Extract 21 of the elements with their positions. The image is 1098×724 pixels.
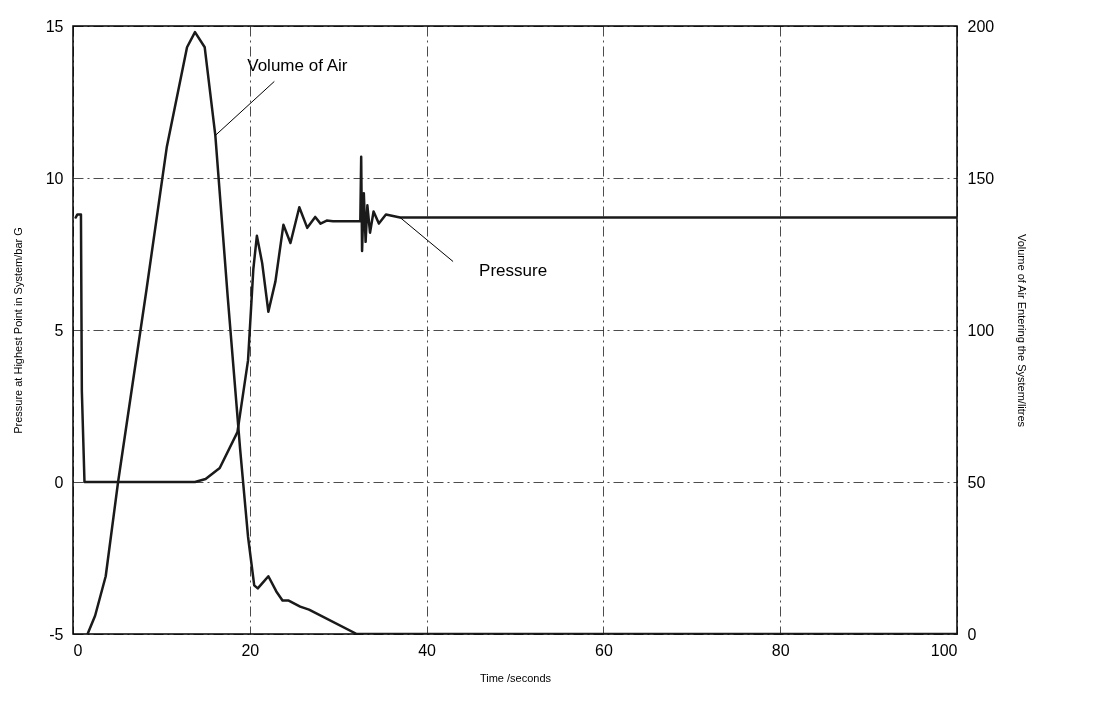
text: Volume of Air — [247, 56, 348, 76]
y-axis-title: Pressure at Highest Point in System/bar G — [11, 227, 24, 434]
y2-tick-label: 50 — [967, 473, 986, 491]
y-tick-label: 10 — [45, 169, 64, 187]
y2-axis-title: Volume of Air Entering the System/litres — [1016, 233, 1029, 428]
text: Pressure — [479, 260, 548, 280]
x-tick-label: 20 — [241, 641, 260, 659]
y2-tick-label: 0 — [967, 625, 977, 643]
y-tick-label: 0 — [54, 473, 64, 491]
x-tick-label: 40 — [418, 641, 437, 659]
y2-tick-label: 100 — [967, 321, 995, 339]
y-tick-label: 15 — [45, 17, 64, 35]
y2-tick-label: 150 — [967, 169, 995, 187]
y2-tick-label: 200 — [967, 17, 995, 35]
x-tick-label: 100 — [930, 641, 958, 659]
x-tick-label: 60 — [595, 641, 613, 659]
x-axis-title: Time /seconds — [479, 671, 552, 684]
y-tick-label: -5 — [49, 625, 64, 643]
x-tick-label: 0 — [73, 641, 83, 659]
y-tick-label: 5 — [54, 321, 64, 339]
x-tick-label: 80 — [771, 641, 790, 659]
